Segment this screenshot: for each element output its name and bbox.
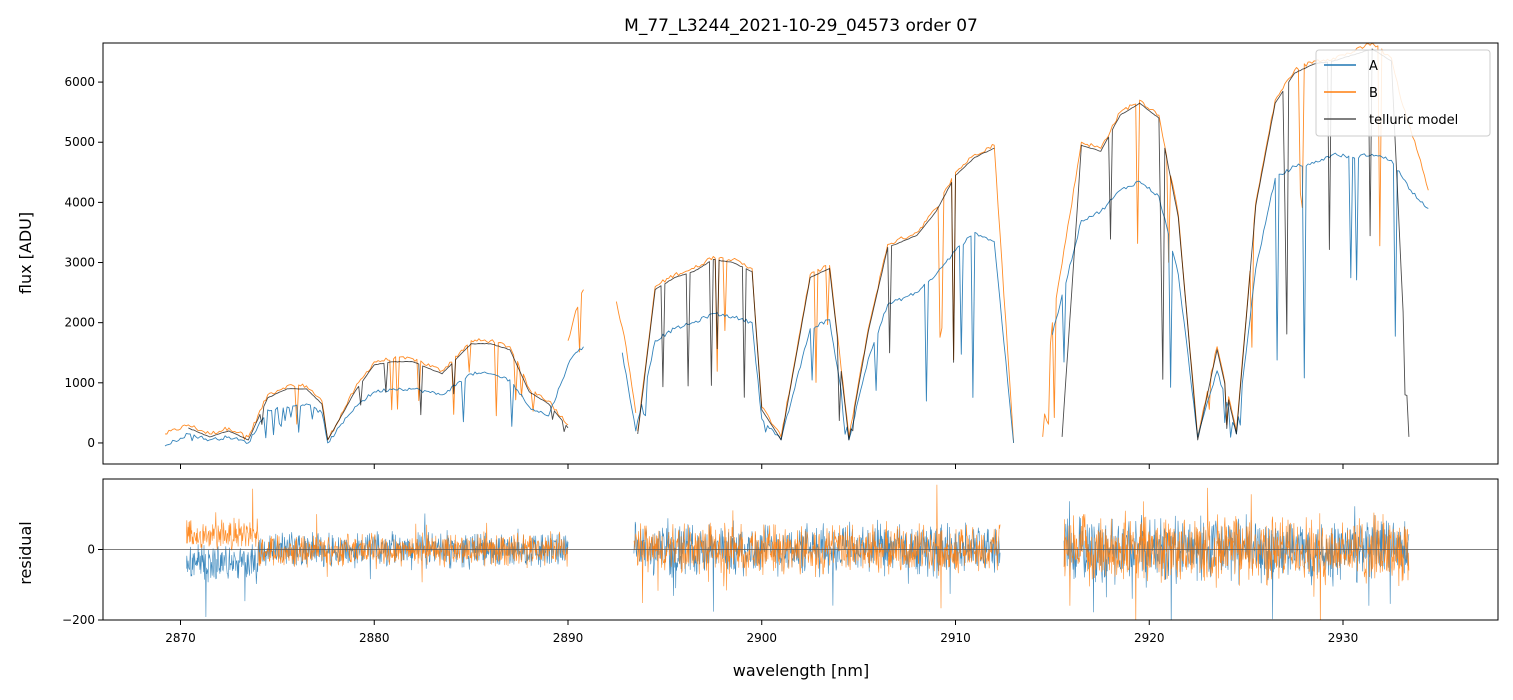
- flux-y-tick-label: 1000: [64, 376, 95, 390]
- flux-line-b-segment-2: [615, 301, 637, 413]
- flux-y-tick-label: 3000: [64, 256, 95, 270]
- residual-line-b-segment-0: [186, 488, 569, 583]
- residual-line-a-segment-0: [186, 513, 569, 618]
- residual-y-tick-label: −200: [62, 613, 95, 627]
- legend-label-b: B: [1369, 86, 1378, 101]
- residual-y-tick-label: 0: [87, 543, 95, 557]
- flux-line-a-segment-0: [164, 346, 584, 447]
- flux-line-b-segment-3: [637, 144, 1015, 443]
- residual-x-tick-label: 2930: [1328, 631, 1359, 645]
- flux-line-b-segment-1: [567, 289, 584, 353]
- residual-x-tick-label: 2920: [1134, 631, 1165, 645]
- residual-x-tick-label: 2890: [553, 631, 584, 645]
- flux-line-a-segment-2: [1051, 152, 1429, 438]
- flux-y-tick-label: 6000: [64, 75, 95, 89]
- residual-x-tick-label: 2870: [165, 631, 196, 645]
- residual-x-ticks: 2870 2880 2890 2900 2910 2920 2930: [165, 620, 1358, 645]
- flux-series-group: [164, 43, 1429, 447]
- flux-line-b-segment-4: [1042, 43, 1429, 438]
- residual-panel: −200 0 2870 2880 2890 2900 2910 2920 2930 resid…: [16, 478, 1499, 680]
- flux-axes-frame: [102, 42, 1499, 465]
- flux-y-ticks: 0 1000 2000 3000 4000 5000 6000: [64, 75, 103, 450]
- residual-x-tick-label: 2900: [746, 631, 777, 645]
- flux-line-b-segment-0: [164, 338, 569, 441]
- residual-line-b-segment-2: [1063, 487, 1410, 620]
- residual-line-b-segment-1: [633, 484, 1001, 609]
- flux-y-tick-label: 5000: [64, 135, 95, 149]
- flux-panel: 0 1000 2000 3000 4000 5000 6000 flux [ADU] A B…: [16, 42, 1499, 469]
- chart-title: M_77_L3244_2021-10-29_04573 order 07: [624, 16, 978, 36]
- legend-box: [1315, 49, 1491, 137]
- flux-y-axis-label: flux [ADU]: [16, 212, 35, 294]
- residual-x-tick-label: 2880: [359, 631, 390, 645]
- residual-y-ticks: −200 0: [62, 543, 103, 627]
- flux-y-tick-label: 0: [87, 436, 95, 450]
- legend-label-telluric: telluric model: [1369, 113, 1458, 128]
- flux-x-ticks: [180, 464, 1344, 469]
- x-axis-label: wavelength [nm]: [733, 661, 870, 680]
- legend-label-a: A: [1369, 59, 1378, 74]
- residual-x-tick-label: 2910: [940, 631, 971, 645]
- residual-y-axis-label: residual: [16, 521, 35, 584]
- flux-line-telluric-model-segment-1: [637, 147, 995, 441]
- flux-y-tick-label: 4000: [64, 195, 95, 209]
- flux-line-telluric-model-segment-0: [188, 342, 569, 441]
- residual-series-group: [186, 484, 1410, 620]
- flux-y-tick-label: 2000: [64, 316, 95, 330]
- legend: A B telluric model: [1315, 49, 1491, 137]
